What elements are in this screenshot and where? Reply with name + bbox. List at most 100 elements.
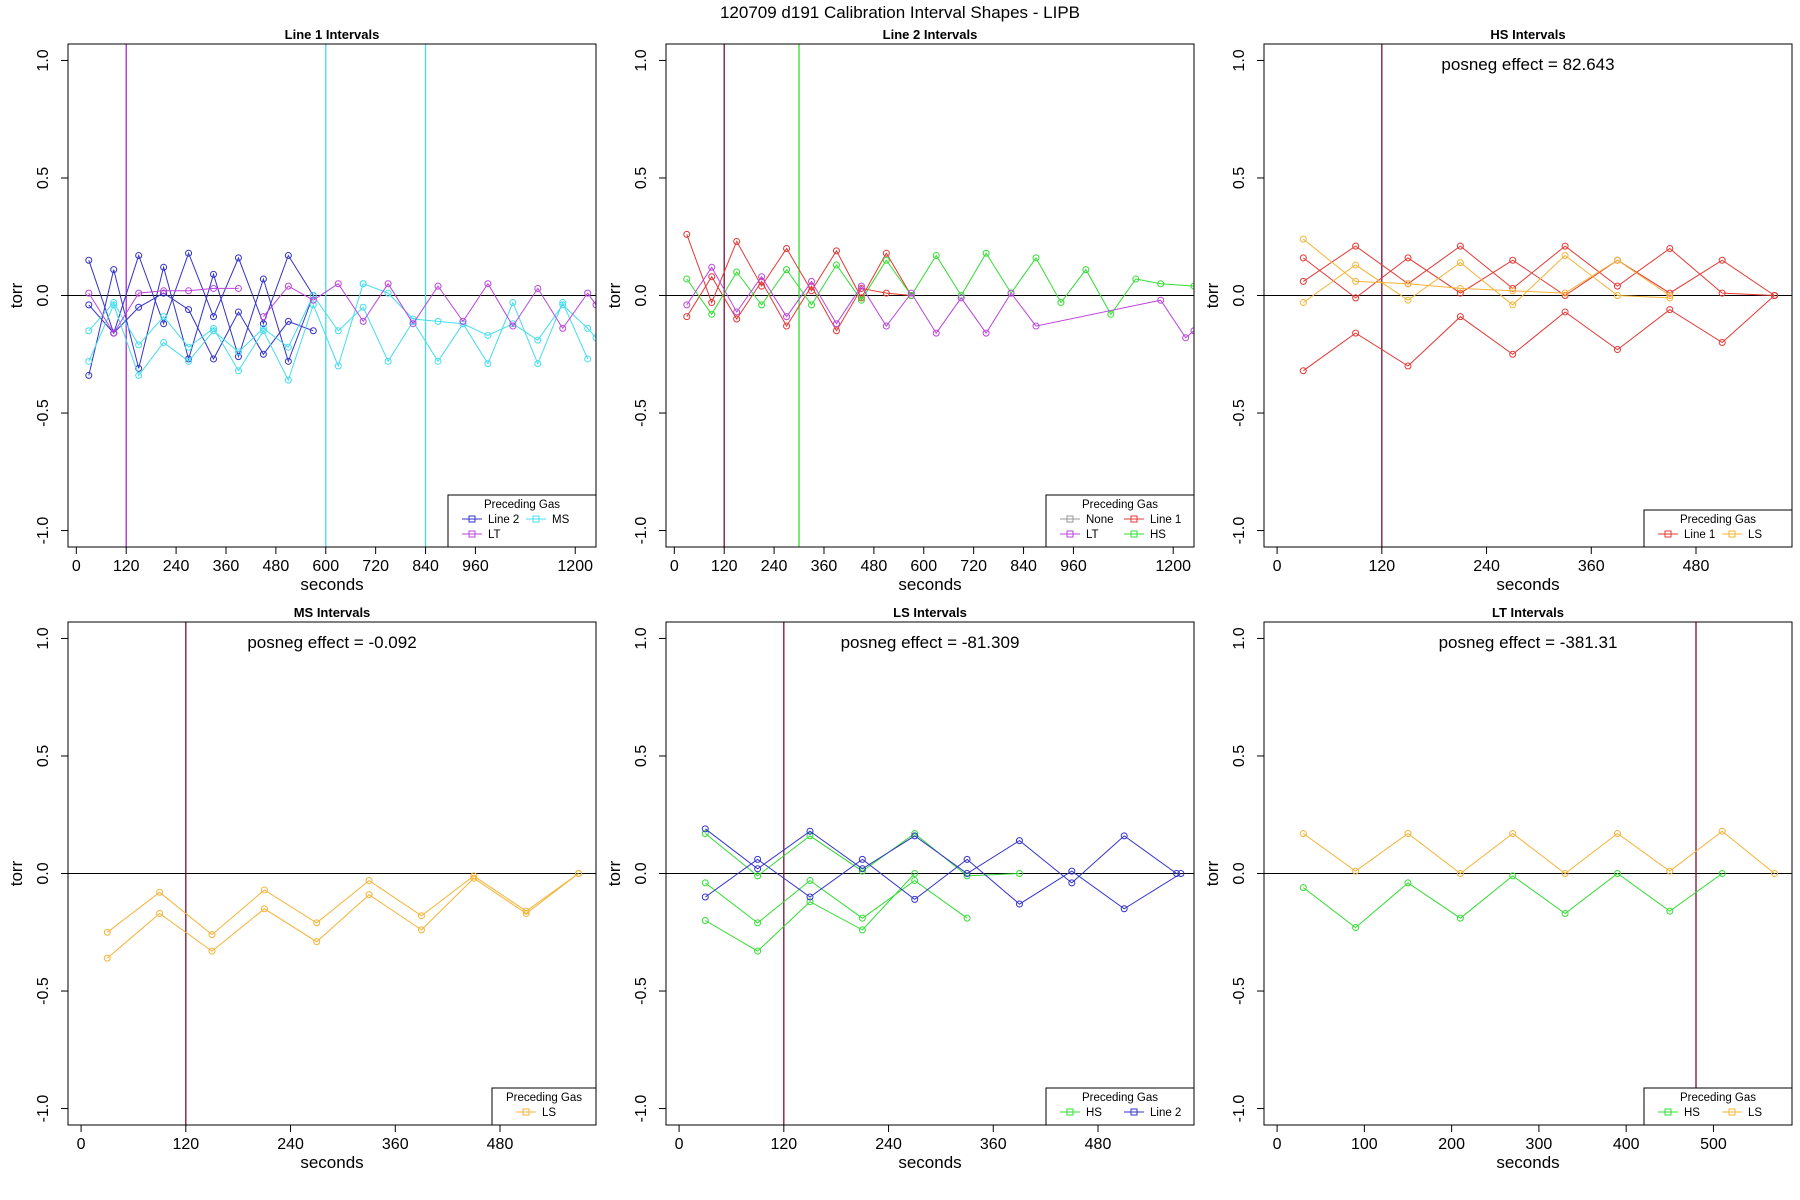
data-point (758, 273, 766, 281)
series-line (363, 283, 596, 341)
data-point (484, 331, 492, 339)
data-point (459, 317, 467, 325)
legend-entry: LT (1086, 529, 1099, 541)
data-point (234, 284, 242, 292)
x-tick-label: 600 (910, 558, 937, 575)
data-point (1613, 292, 1621, 299)
x-tick-label: 360 (980, 1136, 1007, 1153)
data-point (365, 877, 373, 885)
data-point (1666, 867, 1674, 875)
panel-6: LT Intervals 0 100 200 300 400 500 -1.0 -0.5 0.0 0… (1203, 605, 1793, 1172)
data-point (1032, 322, 1040, 330)
panel-title: LS Intervals (893, 605, 967, 620)
data-point (932, 252, 940, 260)
data-point (210, 270, 218, 278)
data-point (1190, 282, 1194, 290)
data-point (1561, 252, 1569, 260)
data-point (160, 287, 168, 295)
y-tick-label: -1.0 (1231, 1095, 1248, 1123)
series-line (704, 828, 1177, 884)
x-axis-label: seconds (1496, 1153, 1559, 1172)
data-point (284, 357, 292, 365)
x-tick-label: 600 (312, 558, 339, 575)
data-point (234, 348, 242, 356)
x-tick-label: 120 (113, 558, 140, 575)
data-point (1613, 282, 1621, 290)
x-tick-label: 0 (1273, 558, 1282, 575)
data-point (1771, 870, 1779, 877)
data-point (1613, 256, 1621, 264)
data-point (806, 893, 814, 901)
data-point (309, 292, 317, 299)
y-axis-label: torr (7, 860, 26, 886)
data-point (1509, 287, 1517, 295)
data-point (857, 282, 865, 290)
data-point (484, 280, 492, 288)
x-tick-label: 120 (1368, 558, 1395, 575)
data-point (334, 327, 342, 335)
data-point (259, 320, 267, 328)
data-point (832, 320, 840, 328)
data-point (334, 362, 342, 370)
data-point (1509, 284, 1517, 292)
data-point (1299, 299, 1307, 307)
data-point (359, 317, 367, 325)
data-point (1613, 830, 1621, 838)
data-point (1456, 914, 1464, 922)
x-tick-label: 0 (670, 558, 679, 575)
data-point (806, 898, 814, 906)
data-point (384, 289, 392, 297)
y-tick-label: 0.0 (35, 862, 52, 884)
data-point (85, 357, 93, 365)
panel-title: Line 2 Intervals (883, 27, 978, 42)
data-point (210, 313, 218, 321)
data-point (365, 891, 373, 899)
data-point (284, 317, 292, 325)
series-line (704, 879, 968, 924)
data-point (234, 254, 242, 262)
data-point (1057, 299, 1065, 307)
data-point (185, 357, 193, 365)
data-point (911, 830, 919, 838)
data-point (708, 310, 716, 318)
data-point (808, 301, 816, 309)
legend-swatch-marker (532, 515, 540, 523)
series-line (1303, 254, 1670, 306)
data-point (160, 263, 168, 271)
data-point (683, 301, 691, 309)
data-point (260, 905, 268, 913)
legend-swatch-marker (1066, 530, 1074, 538)
data-point (754, 919, 762, 927)
x-axis-label: seconds (300, 575, 363, 594)
panel-3: HS Intervals 0 120 240 360 480 -1.0 -0.5 0.0 0.5 1… (1203, 27, 1793, 594)
series-line (1302, 872, 1723, 929)
data-point (708, 263, 716, 271)
data-point (584, 289, 592, 297)
data-point (701, 830, 709, 838)
data-point (1120, 832, 1128, 840)
data-point (932, 329, 940, 337)
panel-title: MS Intervals (294, 605, 371, 620)
data-point (733, 308, 741, 316)
x-tick-label: 840 (412, 558, 439, 575)
data-point (1613, 346, 1621, 354)
y-tick-label: 1.0 (633, 627, 650, 649)
y-tick-label: 1.0 (35, 49, 52, 71)
data-point (1404, 362, 1412, 370)
data-point (85, 289, 93, 297)
legend: Preceding Gas Line 1 LS (1643, 509, 1793, 548)
data-point (309, 301, 317, 309)
legend-entry: MS (552, 514, 570, 526)
legend-entry: Line 2 (1150, 1107, 1181, 1119)
data-point (417, 926, 425, 934)
data-point (708, 273, 716, 281)
data-point (1509, 872, 1517, 880)
data-point (110, 329, 118, 337)
x-tick-label: 240 (875, 1136, 902, 1153)
x-tick-label: 120 (770, 1136, 797, 1153)
data-point (313, 938, 321, 946)
data-point (135, 252, 143, 260)
data-point (1456, 313, 1464, 321)
data-point (1299, 277, 1307, 285)
series-line (705, 873, 916, 952)
